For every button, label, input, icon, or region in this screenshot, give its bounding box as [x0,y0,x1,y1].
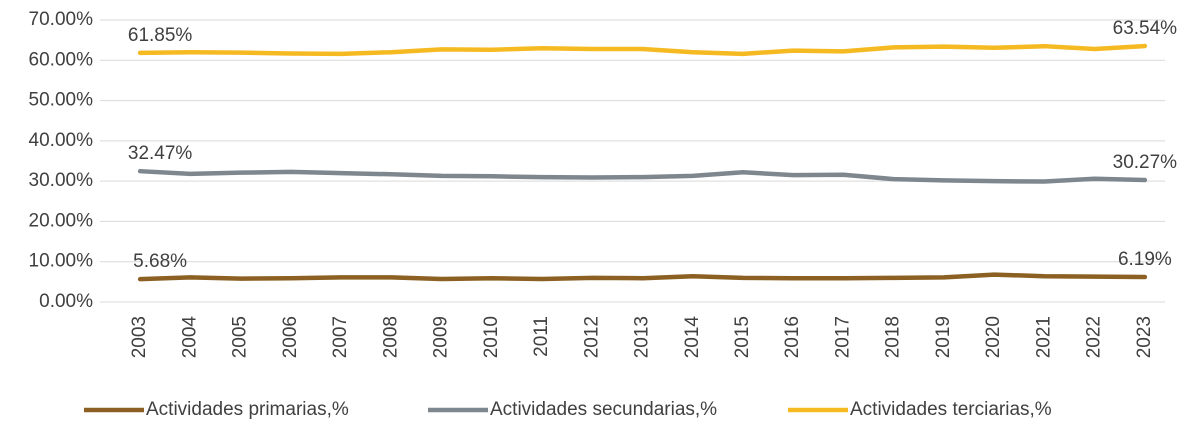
x-tick-label: 2022 [1084,316,1105,358]
legend-label: Actividades primarias,% [146,399,349,420]
x-tick-label: 2004 [179,316,200,359]
data-label: 63.54% [1113,18,1178,39]
y-tick-label: 40.00% [29,130,94,151]
series-line [137,43,1148,57]
y-tick-label: 0.00% [39,291,93,312]
x-tick-label: 2012 [581,316,602,358]
legend-label: Actividades secundarias,% [490,399,717,420]
x-tick-label: 2018 [883,316,904,358]
series-line [137,272,1148,282]
x-tick-label: 2009 [431,316,452,358]
x-tick-label: 2010 [481,316,502,358]
data-label: 32.47% [128,143,193,164]
x-tick-label: 2008 [380,316,401,358]
x-tick-label: 2021 [1033,316,1054,358]
x-tick-label: 2003 [129,316,150,358]
x-tick-label: 2005 [230,316,251,358]
x-tick-label: 2020 [983,316,1004,358]
data-label: 5.68% [133,251,187,272]
x-tick-label: 2007 [330,316,351,358]
y-tick-label: 60.00% [29,49,94,70]
data-label: 30.27% [1113,152,1178,173]
x-tick-label: 2023 [1134,316,1155,358]
legend-label: Actividades terciarias,% [850,399,1052,420]
x-tick-label: 2011 [531,316,552,357]
x-tick-label: 2016 [782,316,803,358]
y-tick-label: 10.00% [29,251,94,272]
x-tick-label: 2014 [682,316,703,359]
y-tick-label: 50.00% [29,90,94,111]
y-tick-label: 30.00% [29,170,94,191]
x-tick-label: 2017 [832,316,853,358]
series-line [137,168,1148,184]
data-label: 6.19% [1118,249,1172,270]
x-tick-label: 2013 [632,316,653,358]
x-tick-label: 2015 [732,316,753,358]
x-tick-label: 2019 [933,316,954,358]
x-tick-label: 2006 [280,316,301,358]
y-tick-label: 70.00% [29,9,94,30]
data-label: 61.85% [128,25,193,46]
y-tick-label: 20.00% [29,210,94,231]
